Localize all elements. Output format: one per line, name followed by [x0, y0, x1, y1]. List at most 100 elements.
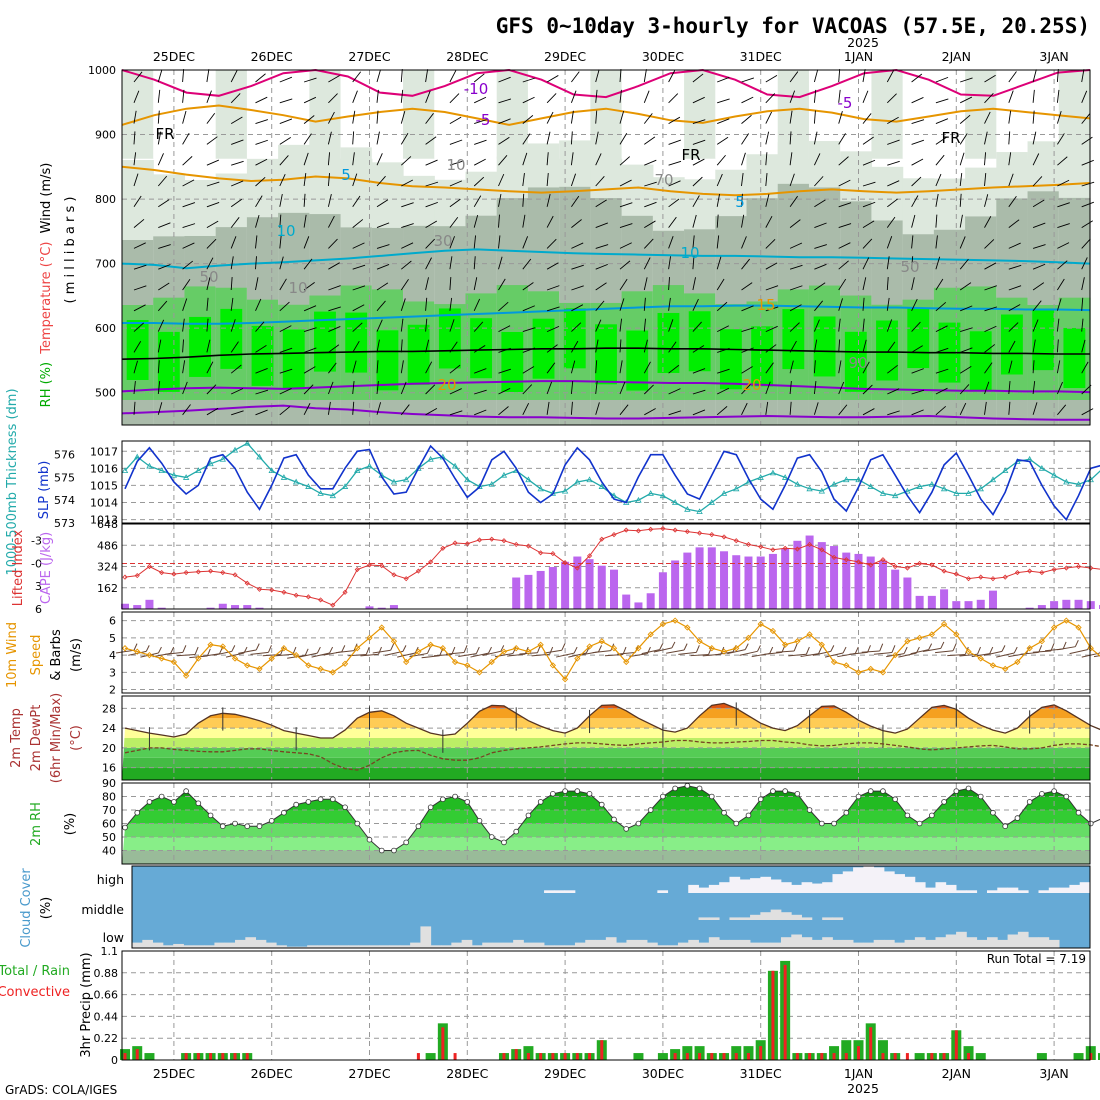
wind-barb	[692, 256, 695, 270]
wind-tick: 3	[109, 666, 116, 679]
li-point	[929, 562, 935, 568]
li-point	[428, 559, 434, 565]
thickness-point	[268, 467, 275, 474]
wind-barb-10m-flag	[1074, 639, 1079, 647]
thickness-point	[1063, 478, 1070, 485]
li-point	[855, 559, 862, 565]
li-point	[122, 574, 128, 580]
precip-convective-bar	[539, 1053, 543, 1060]
wind-barb-10m	[873, 652, 892, 655]
pressure-tick: 600	[95, 322, 116, 335]
wind-barb	[813, 339, 818, 353]
contour-label: 50	[199, 268, 218, 286]
cloud-cell-low	[585, 939, 596, 948]
wind-speed-point	[415, 648, 422, 655]
cloud-cell-low	[976, 939, 988, 948]
wind-barb	[182, 156, 193, 166]
date-label-bottom: 3JAN	[1039, 1066, 1068, 1081]
wind-barb	[619, 133, 628, 145]
wind-barb	[838, 260, 849, 270]
wind-barb	[595, 69, 600, 83]
contour-label: 5	[735, 193, 745, 211]
wind-barb	[206, 159, 220, 166]
date-label-top: 25DEC	[153, 49, 195, 64]
wind-barb	[352, 285, 366, 291]
wind-barb	[133, 381, 136, 395]
wind-barb	[425, 318, 428, 332]
cloud-cell-high	[873, 867, 885, 893]
wind-barb	[789, 360, 794, 374]
rh-point	[366, 836, 373, 843]
wind-speed-line	[124, 619, 1100, 681]
date-label-bottom: 26DEC	[251, 1066, 293, 1081]
wind-barb-10m	[592, 650, 611, 654]
wind-barb-10m	[861, 650, 880, 653]
cloud-cell-middle	[729, 917, 741, 920]
cloud-cell-middle	[739, 917, 751, 920]
wind-barb-10m	[482, 650, 501, 656]
cloud-cell-low	[956, 931, 967, 948]
wind-barb	[376, 153, 383, 166]
wind-barb	[133, 195, 142, 208]
precip-convective-bar	[441, 1027, 445, 1060]
contour-label: 30	[433, 232, 452, 250]
rh-cell	[126, 320, 149, 380]
wind-barb	[158, 222, 171, 229]
rh-point	[293, 801, 299, 808]
precip-convective-bar	[820, 1053, 824, 1060]
wind-barb	[595, 319, 602, 332]
wind-barb	[230, 277, 233, 291]
wind-barb	[1032, 300, 1042, 312]
li-point	[550, 551, 556, 557]
wind-barb	[498, 368, 512, 374]
cloud-cell-low	[904, 939, 916, 948]
wind-barb-10m	[519, 652, 538, 655]
wind-barb	[741, 214, 745, 228]
rh-tick: 50	[102, 831, 116, 844]
wind-barb	[838, 278, 847, 291]
pressure-tick: 900	[95, 129, 116, 142]
wind-speed-point	[390, 638, 398, 645]
wind-barb	[960, 96, 973, 104]
precip-total-bar	[975, 1053, 986, 1060]
wind-barb	[619, 69, 622, 83]
wind-barb	[522, 115, 534, 124]
wind-barb-10m	[421, 655, 440, 659]
wind-barb	[255, 321, 265, 332]
wind-barb	[1056, 381, 1063, 395]
thickness-tick: 575	[54, 471, 75, 484]
wind-barb-10m-flag	[879, 643, 884, 652]
li-point	[770, 547, 776, 553]
wind-barb	[352, 90, 358, 103]
wind-barb	[838, 223, 852, 229]
cloud-cell-high	[811, 883, 823, 893]
rh-point	[342, 804, 348, 811]
cloud-cell-low	[636, 939, 648, 948]
wind-speed-point	[354, 645, 361, 652]
rh-point	[488, 834, 495, 840]
wind-barb	[692, 139, 706, 145]
wind-barb	[765, 74, 778, 83]
cloud-cell-high	[1048, 887, 1060, 893]
wind-barb	[619, 223, 633, 229]
rh-cell	[996, 70, 1029, 159]
wind-barb	[157, 339, 162, 353]
cape-bar	[145, 599, 154, 609]
wind-barb-10m-flag	[952, 643, 957, 651]
wind-barb	[935, 193, 939, 207]
precip-convective-bar	[795, 1053, 799, 1060]
wind-barb	[668, 364, 680, 374]
date-label-bottom: 31DEC	[740, 1066, 782, 1081]
wind-barb	[522, 152, 528, 166]
wind-barb	[1008, 152, 1012, 166]
cloud-cell-high	[853, 867, 864, 893]
wind-barb-10m	[274, 653, 293, 657]
wind-barb	[595, 199, 607, 208]
cloud-cell-high	[935, 882, 947, 893]
precip-convective-bar	[526, 1053, 530, 1060]
wind-barb	[1081, 361, 1089, 374]
wind-barb	[789, 219, 801, 228]
wind-barb	[1057, 179, 1070, 187]
wind-speed-point	[1002, 665, 1009, 673]
